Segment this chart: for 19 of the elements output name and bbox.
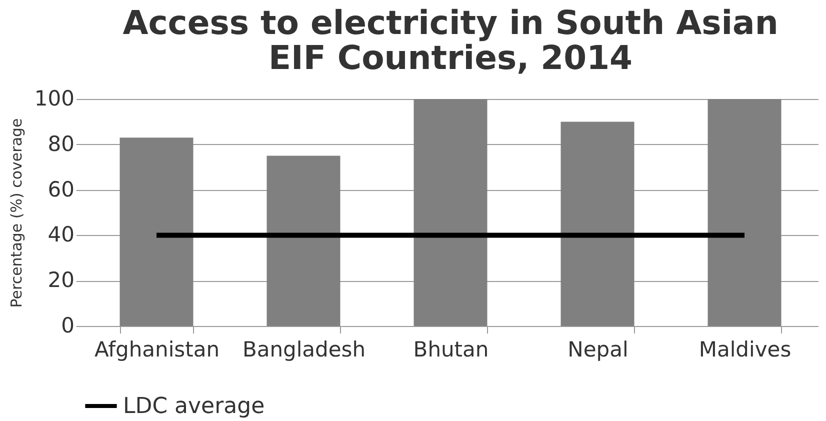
y-axis-title: Percentage (%) coverage (7, 118, 26, 308)
text: Access to electricity in South Asian (122, 3, 778, 42)
bar (266, 156, 340, 326)
x-tick-label: Nepal (568, 338, 628, 362)
x-tick-label: Afghanistan (94, 338, 220, 362)
y-tick-label: 80 (48, 132, 74, 156)
bar (708, 99, 782, 326)
bar (560, 122, 634, 326)
bar (414, 99, 488, 326)
y-tick-label: 100 (34, 86, 74, 110)
x-tick-label: Bangladesh (242, 338, 366, 362)
y-tick-label: 40 (48, 222, 74, 247)
legend-label: LDC average (123, 394, 265, 419)
x-tick-label: Maldives (698, 338, 792, 362)
bar (120, 138, 194, 326)
x-tick-label: Bhutan (413, 338, 489, 362)
y-tick-label: 20 (48, 268, 74, 292)
y-tick-label: 0 (61, 314, 74, 338)
y-tick-label: 60 (48, 177, 74, 202)
